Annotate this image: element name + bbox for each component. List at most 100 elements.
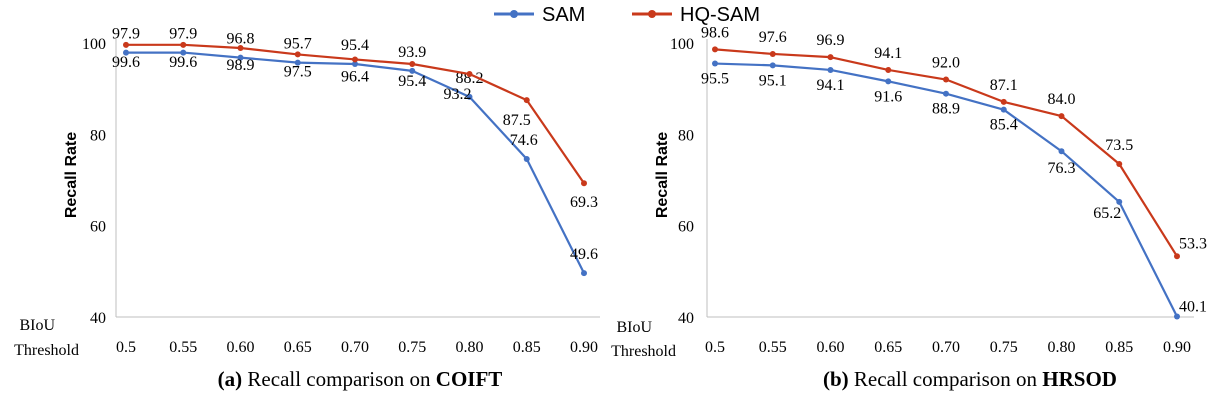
x-tick-label: 0.90 <box>1163 339 1191 356</box>
data-label-hq-sam: 87.1 <box>990 77 1018 94</box>
data-point-hq-sam <box>1058 113 1065 120</box>
caption-text: Recall comparison on <box>242 367 436 391</box>
data-label-hq-sam: 69.3 <box>570 194 598 211</box>
data-label-sam: 65.2 <box>1093 205 1121 222</box>
data-point-sam <box>294 59 301 66</box>
data-point-sam <box>466 93 473 100</box>
caption-text: Recall comparison on <box>849 367 1043 391</box>
data-point-sam <box>237 54 244 61</box>
data-label-hq-sam: 98.6 <box>701 24 729 41</box>
x-axis-label-line-2: Threshold <box>14 342 79 359</box>
y-tick-label: 60 <box>678 219 694 236</box>
data-label-hq-sam: 87.5 <box>503 112 531 129</box>
data-label-sam: 95.5 <box>701 71 729 88</box>
data-point-sam <box>1058 148 1065 155</box>
data-point-hq-sam <box>409 61 416 68</box>
data-label-hq-sam: 94.1 <box>874 45 902 62</box>
data-label-sam: 95.1 <box>759 72 787 89</box>
data-point-sam <box>1174 313 1180 320</box>
x-tick-label: 0.85 <box>513 339 541 356</box>
data-label-hq-sam: 96.9 <box>817 32 845 49</box>
data-point-hq-sam <box>352 56 358 63</box>
data-label-hq-sam: 92.0 <box>932 55 960 72</box>
x-tick-label: 0.80 <box>1048 339 1076 356</box>
data-label-sam: 96.8 <box>227 31 255 48</box>
series-line-sam <box>126 51 585 274</box>
data-label-hq-sam: 99.6 <box>112 54 140 71</box>
data-point-hq-sam <box>769 50 776 57</box>
x-tick-label: 0.5 <box>116 339 136 356</box>
data-point-sam <box>523 155 530 162</box>
y-tick-label: 40 <box>678 310 694 327</box>
data-label-sam: 88.9 <box>932 101 960 118</box>
data-point-sam <box>712 60 718 67</box>
data-point-sam <box>1116 198 1123 205</box>
data-point-hq-sam <box>237 45 244 52</box>
data-point-sam <box>123 49 129 56</box>
y-tick-label: 60 <box>90 219 106 236</box>
y-tick-label: 40 <box>90 310 106 327</box>
caption-dataset: HRSOD <box>1042 367 1117 391</box>
data-label-sam: 88.2 <box>456 70 484 87</box>
y-axis-label: Recall Rate <box>654 132 671 218</box>
data-point-sam <box>409 67 416 74</box>
x-tick-label: 0.60 <box>227 339 255 356</box>
legend-label-sam: SAM <box>542 4 585 26</box>
data-point-sam <box>352 61 358 68</box>
y-tick-label: 80 <box>90 127 106 144</box>
data-point-sam <box>581 270 587 277</box>
data-point-hq-sam <box>1000 98 1007 105</box>
data-label-sam: 40.1 <box>1179 299 1207 316</box>
data-label-sam: 94.1 <box>817 77 845 94</box>
figure-caption: (a) Recall comparison on COIFT <box>218 367 503 391</box>
data-point-hq-sam <box>712 46 718 53</box>
data-label-hq-sam: 73.5 <box>1105 137 1133 154</box>
data-point-hq-sam <box>1174 253 1180 260</box>
data-label-sam: 95.4 <box>341 37 369 54</box>
data-point-hq-sam <box>581 180 587 187</box>
x-tick-label: 0.65 <box>874 339 902 356</box>
legend-label-hq-sam: HQ-SAM <box>680 4 760 26</box>
data-point-hq-sam <box>1116 161 1123 168</box>
data-label-hq-sam: 97.5 <box>284 63 312 80</box>
data-point-hq-sam <box>466 71 473 78</box>
caption-prefix: (b) <box>823 367 849 391</box>
chart-hrsod: 40 60 80 100 0.5 0.55 0.60 0.65 0.70 0.75 0.80 0.85… <box>611 24 1207 391</box>
data-point-hq-sam <box>123 41 129 48</box>
data-label-sam: 85.4 <box>990 117 1018 134</box>
data-label-sam: 93.9 <box>398 44 426 61</box>
data-point-sam <box>769 62 776 69</box>
data-point-hq-sam <box>885 66 892 73</box>
data-label-hq-sam: 53.3 <box>1179 235 1207 252</box>
caption-dataset: COIFT <box>436 367 503 391</box>
x-tick-label: 0.85 <box>1105 339 1133 356</box>
x-tick-label: 0.75 <box>990 339 1018 356</box>
x-tick-label: 0.65 <box>284 339 312 356</box>
data-label-sam: 49.6 <box>570 246 598 263</box>
data-point-hq-sam <box>943 76 949 83</box>
data-label-hq-sam: 95.4 <box>398 73 426 90</box>
legend: SAM HQ-SAM <box>494 4 760 26</box>
data-point-sam <box>885 78 892 85</box>
y-tick-label: 100 <box>670 36 694 53</box>
y-tick-label: 80 <box>678 127 694 144</box>
data-label-hq-sam: 98.9 <box>227 57 255 74</box>
data-point-sam <box>180 49 187 56</box>
data-label-sam: 95.7 <box>284 36 312 53</box>
x-tick-label: 0.55 <box>759 339 787 356</box>
x-tick-label: 0.60 <box>817 339 845 356</box>
data-label-hq-sam: 84.0 <box>1048 91 1076 108</box>
chart-coift: 40 60 80 100 0.5 0.55 0.60 0.65 0.70 0.75 0.80 0.85… <box>14 26 600 391</box>
x-axis-label-line-1: BIoU <box>19 317 55 334</box>
data-point-sam <box>827 66 834 73</box>
data-point-sam <box>943 90 949 97</box>
x-tick-label: 0.90 <box>570 339 598 356</box>
data-label-hq-sam: 97.6 <box>759 29 787 46</box>
figure-caption: (b) Recall comparison on HRSOD <box>823 367 1117 391</box>
x-tick-label: 0.80 <box>456 339 484 356</box>
x-tick-label: 0.5 <box>705 339 725 356</box>
data-label-hq-sam: 96.4 <box>341 68 369 85</box>
data-point-sam <box>1000 106 1007 113</box>
data-label-sam: 97.9 <box>169 26 197 43</box>
data-label-sam: 74.6 <box>510 132 538 149</box>
